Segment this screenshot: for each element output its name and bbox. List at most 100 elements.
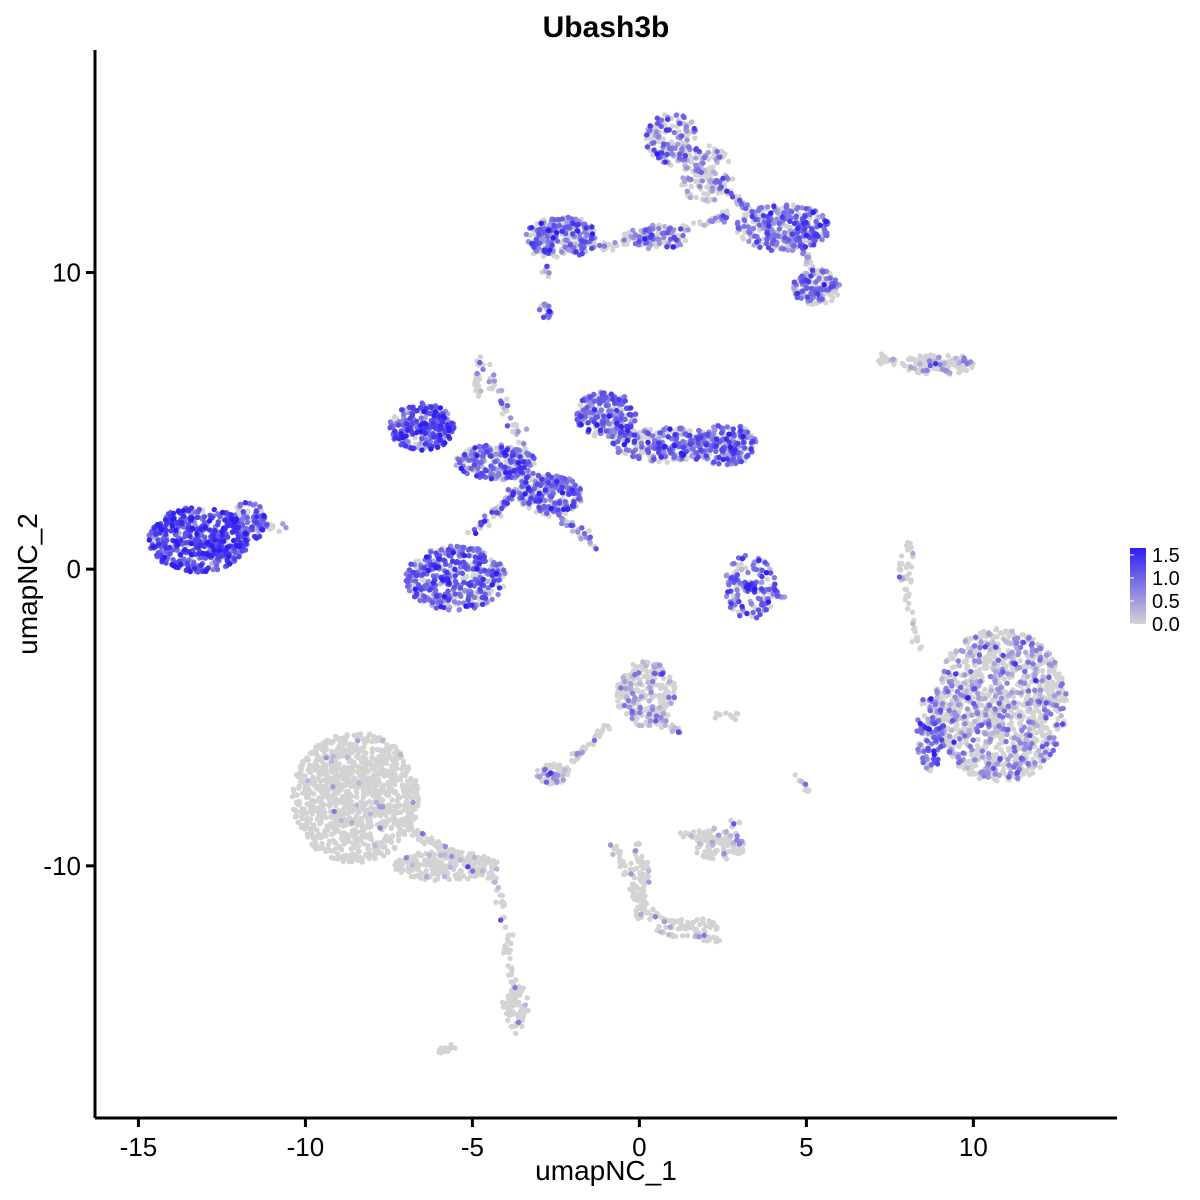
cell-point [503, 458, 509, 464]
cell-point [389, 833, 395, 840]
cell-point [898, 553, 905, 559]
cell-point [661, 223, 668, 230]
cell-point [372, 735, 379, 741]
cell-point [291, 792, 297, 799]
cell-point [330, 784, 336, 790]
cell-point [988, 687, 994, 694]
cell-point [706, 847, 713, 853]
cell-point [392, 845, 398, 852]
cell-point [331, 825, 337, 832]
cell-point [1026, 726, 1033, 732]
cell-point [733, 710, 740, 717]
cell-point [441, 873, 448, 880]
cell-point [1063, 697, 1070, 703]
cell-point [968, 635, 974, 641]
cell-point [352, 834, 358, 841]
cell-point [993, 752, 1000, 758]
cell-point [729, 176, 736, 182]
cell-point [692, 135, 698, 141]
cell-point [365, 846, 371, 852]
cell-point [504, 396, 510, 402]
cell-point [358, 771, 364, 777]
cell-point [679, 933, 686, 939]
cell-point [393, 805, 400, 811]
cell-point [1046, 668, 1053, 674]
cell-point [397, 777, 404, 783]
cell-point [333, 788, 340, 795]
cell-point [562, 767, 568, 773]
cell-point [314, 783, 320, 790]
cell-point [991, 720, 997, 726]
cell-point [276, 528, 282, 534]
chart-title: Ubash3b [543, 11, 670, 44]
cell-point [644, 859, 651, 866]
cell-point [628, 680, 634, 687]
cell-point [962, 638, 968, 644]
cell-point [828, 297, 835, 304]
cell-point [956, 663, 963, 669]
cell-point [508, 971, 515, 978]
cell-point [986, 652, 992, 658]
cell-point [1050, 682, 1057, 688]
cell-point [486, 386, 492, 392]
cell-point [726, 848, 732, 855]
cell-point [569, 757, 575, 764]
cell-point [1029, 770, 1036, 776]
cell-point [494, 866, 500, 872]
cell-point [305, 791, 312, 797]
cell-point [327, 814, 334, 820]
cell-point [953, 649, 960, 655]
cell-point [310, 808, 316, 814]
cell-point [1058, 713, 1064, 719]
cell-point [917, 646, 923, 652]
cell-point [973, 672, 979, 678]
cell-point [370, 788, 376, 795]
cell-point [896, 566, 902, 573]
cell-point [485, 856, 491, 862]
cell-point [658, 929, 664, 935]
cell-point [313, 744, 319, 751]
cell-point [357, 747, 363, 753]
cell-point [330, 753, 336, 759]
cell-point [396, 837, 402, 843]
cell-point [725, 158, 732, 165]
cell-point [909, 609, 916, 615]
cell-point [1039, 729, 1045, 735]
cell-point [383, 809, 389, 815]
cell-point [983, 661, 990, 668]
cell-point [972, 771, 978, 777]
cell-point [961, 659, 967, 665]
cell-point [510, 932, 516, 938]
cell-point [644, 673, 651, 679]
cell-point [957, 740, 964, 747]
cell-point [642, 899, 648, 905]
cell-point [823, 300, 829, 306]
cell-point [391, 789, 397, 796]
cell-point [1033, 666, 1039, 672]
cell-point [300, 810, 307, 816]
cell-point [368, 804, 374, 810]
cell-point [1045, 681, 1052, 687]
cell-point [322, 762, 328, 768]
cell-point [1007, 747, 1013, 753]
cell-point [1027, 706, 1033, 712]
cell-point [802, 237, 808, 243]
cell-point [502, 946, 508, 952]
scatter-points [146, 111, 1070, 1056]
cell-point [1056, 671, 1062, 677]
cell-point [342, 740, 348, 747]
cell-point [319, 746, 325, 753]
cell-point [350, 762, 356, 768]
cell-point [950, 656, 956, 662]
cell-point [890, 356, 896, 362]
cell-point [296, 798, 302, 805]
cell-point [667, 924, 673, 930]
cell-point [710, 169, 717, 175]
cell-point [641, 876, 648, 882]
cell-point [993, 627, 999, 633]
cell-point [315, 776, 321, 782]
cell-point [614, 692, 620, 698]
cell-point [306, 768, 312, 774]
cell-point [1010, 694, 1016, 700]
cell-point [622, 678, 628, 685]
